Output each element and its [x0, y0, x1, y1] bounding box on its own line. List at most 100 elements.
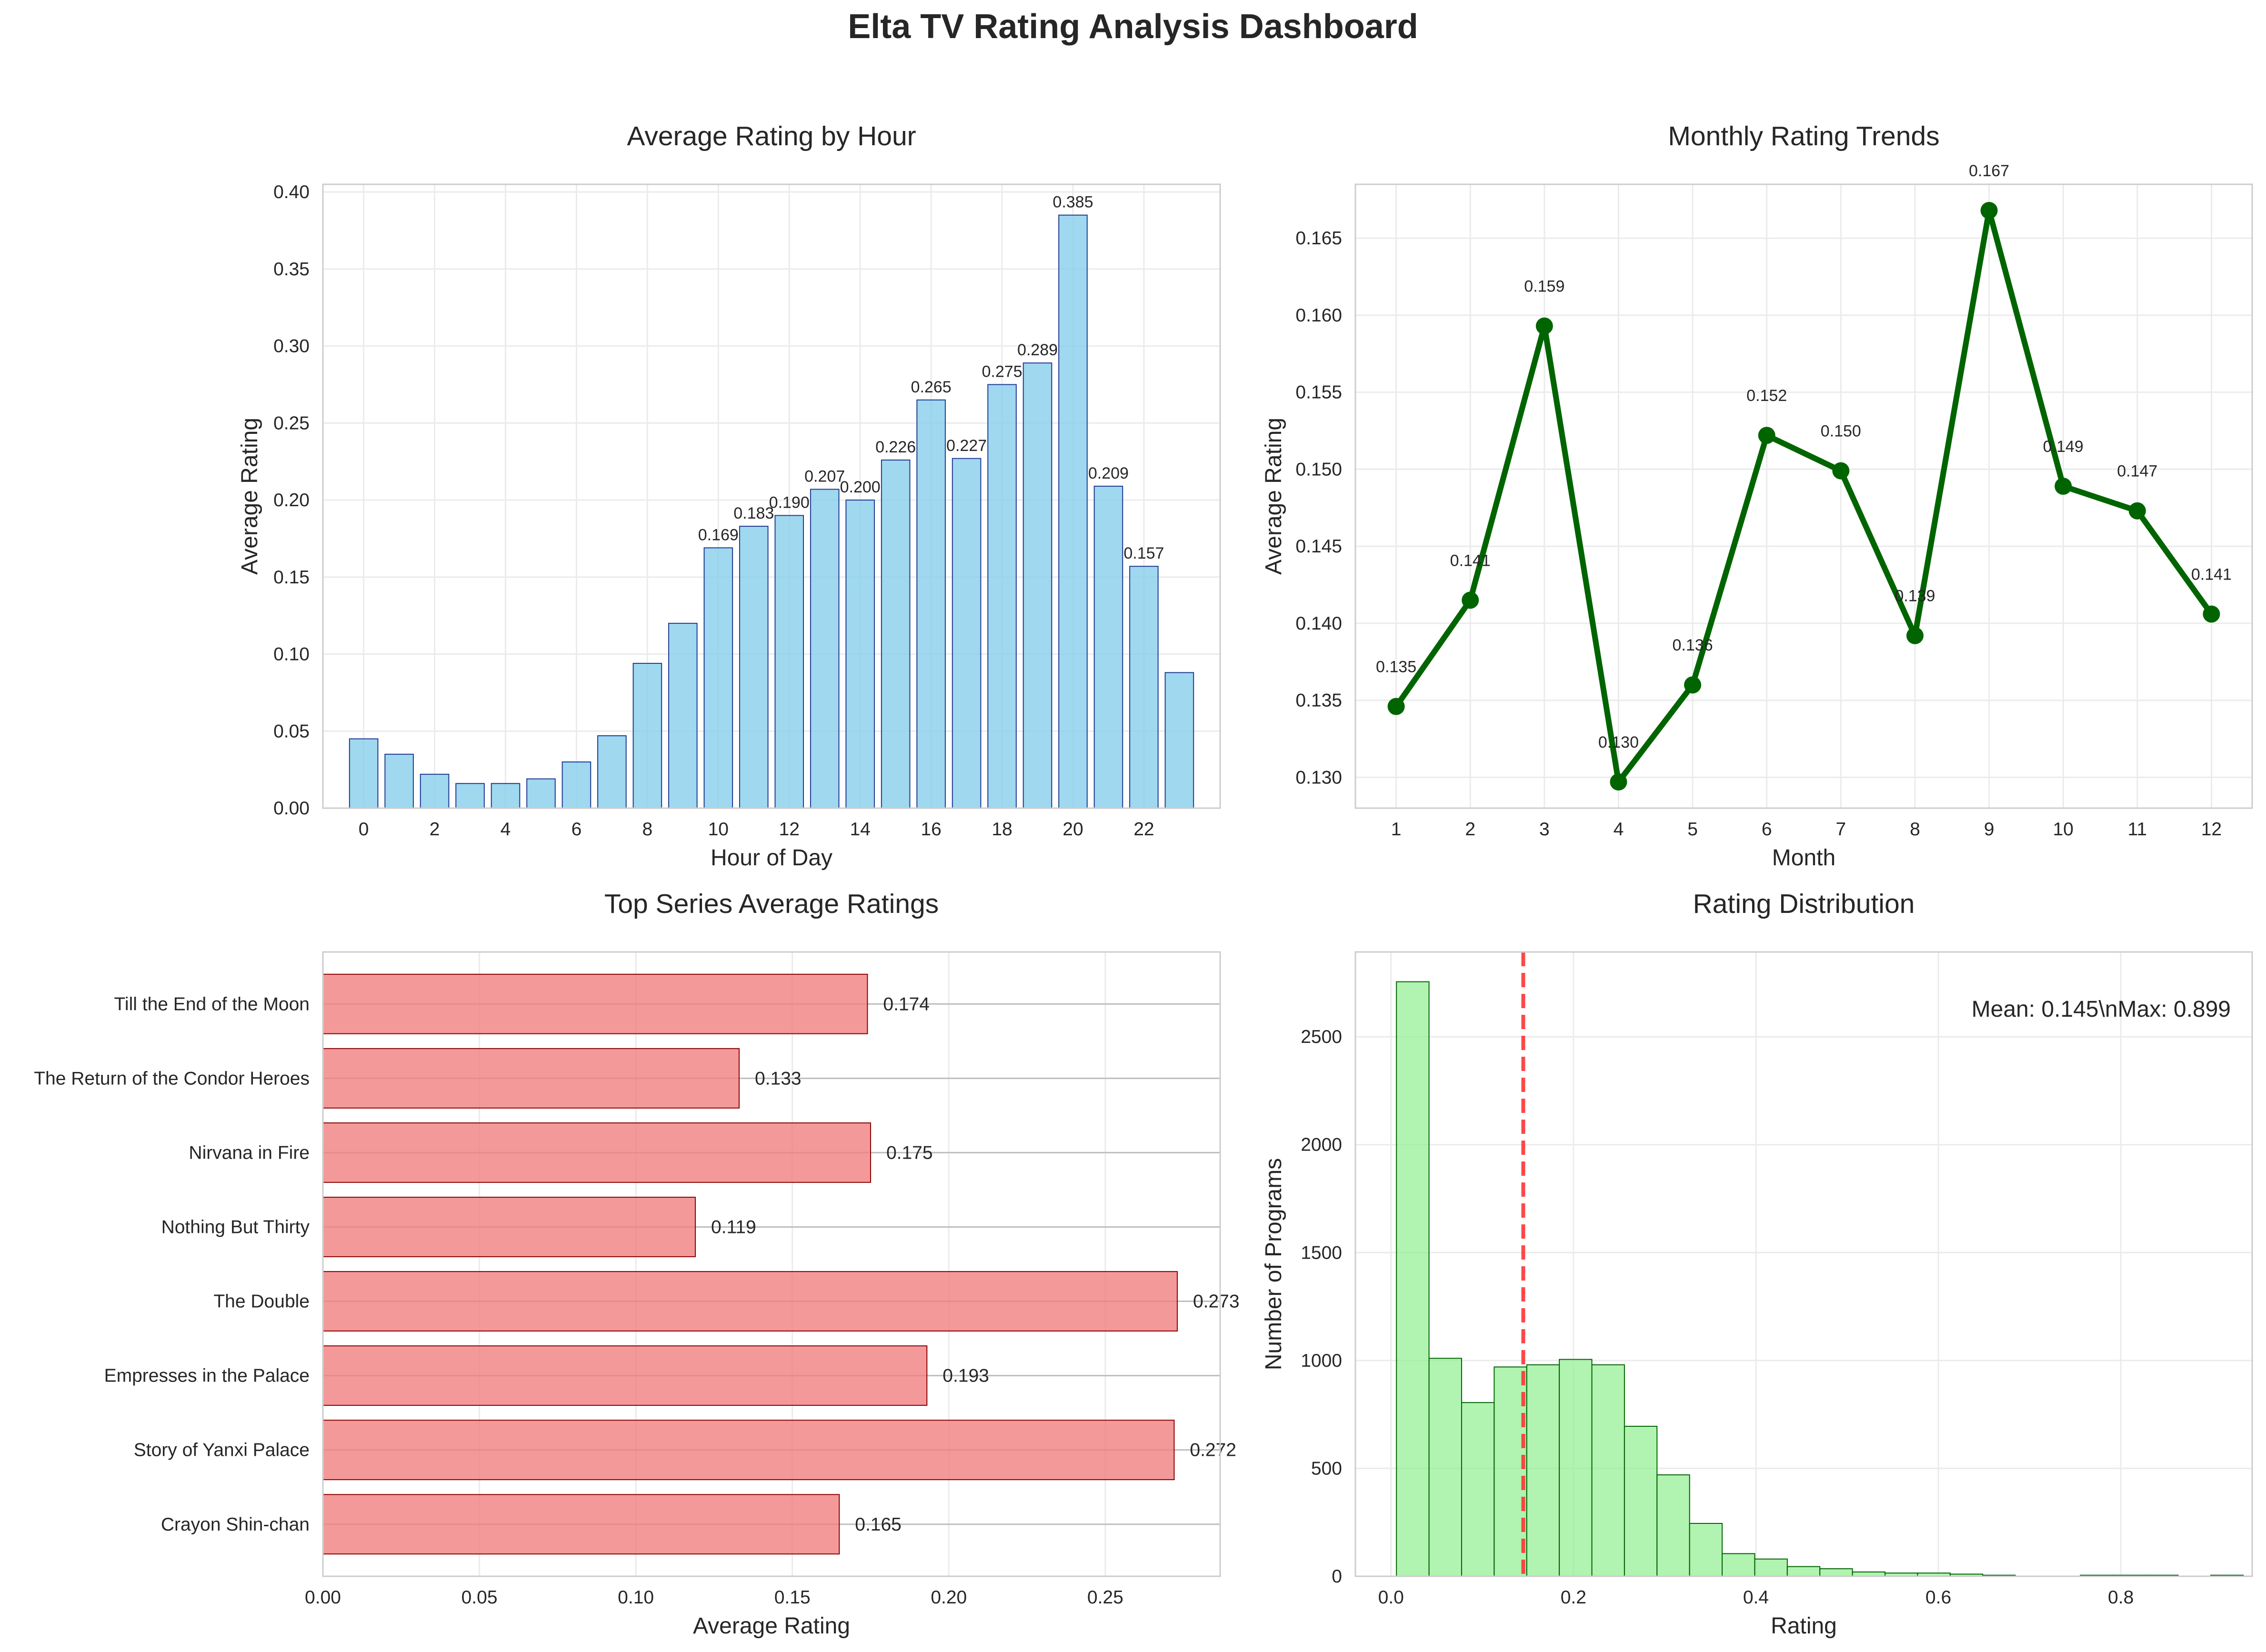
x-tick-label: 10: [708, 819, 729, 840]
hour-bar: [987, 384, 1017, 809]
month-point: [1684, 676, 1702, 694]
bar-value-label: 0.174: [883, 994, 930, 1014]
top-series-panel: 0.00 0.05 0.10 0.15 0.20 0.25 Till the End of …: [34, 889, 1239, 1639]
bar-value-label: 0.183: [733, 504, 774, 522]
hour-bar: [349, 738, 379, 809]
hour-bar: [526, 778, 556, 809]
bar-value-label: 0.207: [804, 467, 845, 485]
point-value-label: 0.136: [1673, 636, 1713, 654]
x-tick-label: 2: [1465, 819, 1475, 840]
hour-bar: [455, 783, 485, 809]
month-point: [1387, 698, 1405, 715]
y-tick-label: 0.10: [273, 644, 310, 665]
series-name-label: Till the End of the Moon: [114, 994, 310, 1014]
bar-value-label: 0.200: [840, 478, 881, 496]
point-value-label: 0.147: [2117, 462, 2157, 481]
x-tick-label: 4: [1614, 819, 1624, 840]
point-value-label: 0.167: [1969, 162, 2009, 180]
series-bar: [322, 973, 868, 1034]
point-value-label: 0.149: [2043, 438, 2084, 456]
series-name-label: The Double: [213, 1292, 310, 1312]
point-value-label: 0.159: [1524, 278, 1564, 296]
histogram-bar: [1559, 1359, 1593, 1577]
plot-border: [1354, 183, 2253, 809]
hour-bar: [1093, 485, 1123, 809]
x-tick-label: 6: [1762, 819, 1772, 840]
series-bar: [322, 1048, 740, 1109]
hour-bar: [597, 735, 627, 809]
hour-bar: [881, 459, 911, 809]
y-tick-label: 0.165: [1295, 228, 1342, 249]
series-name-label: Empresses in the Palace: [104, 1366, 310, 1386]
y-tick-label: 1000: [1301, 1351, 1342, 1371]
month-point: [1535, 317, 1553, 335]
month-point: [1980, 201, 1998, 219]
x-axis-label: Rating: [1771, 1613, 1837, 1639]
x-tick-label: 0.25: [1087, 1587, 1123, 1608]
panel-title: Monthly Rating Trends: [1668, 121, 1939, 151]
x-tick-label: 0.00: [305, 1587, 341, 1608]
y-tick-label: 0.155: [1295, 382, 1342, 403]
histogram-bar: [1591, 1364, 1625, 1577]
bar-value-label: 0.275: [982, 362, 1022, 380]
bar-value-label: 0.209: [1088, 464, 1129, 482]
y-tick-label: 0.25: [273, 413, 310, 433]
y-tick-label: 0.130: [1295, 767, 1342, 788]
plot-border: [322, 183, 1221, 809]
bar-value-label: 0.272: [1190, 1440, 1236, 1461]
hour-bar: [703, 547, 733, 809]
hour-bar: [668, 622, 698, 809]
y-tick-label: 0.160: [1295, 305, 1342, 326]
y-tick-label: 0: [1332, 1566, 1342, 1587]
series-name-label: Story of Yanxi Palace: [134, 1440, 310, 1461]
hour-bar: [1129, 566, 1159, 809]
bar-value-label: 0.289: [1017, 341, 1058, 359]
y-tick-label: 0.135: [1295, 691, 1342, 711]
histogram-bar: [1461, 1402, 1495, 1577]
series-name-label: Crayon Shin-chan: [161, 1514, 310, 1535]
x-tick-label: 0.4: [1743, 1587, 1769, 1608]
x-tick-label: 0.10: [618, 1587, 654, 1608]
y-tick-label: 0.15: [273, 567, 310, 588]
histogram-bar: [1428, 1358, 1462, 1577]
series-bar: [322, 1122, 871, 1183]
bar-value-label: 0.273: [1193, 1292, 1240, 1312]
x-tick-label: 6: [572, 819, 582, 840]
x-axis-label: Hour of Day: [711, 845, 832, 871]
y-tick-label: 0.30: [273, 336, 310, 357]
histogram-bar: [1624, 1426, 1658, 1577]
point-value-label: 0.150: [1821, 422, 1861, 441]
x-tick-label: 0.8: [2108, 1587, 2134, 1608]
series-bar: [322, 1420, 1175, 1481]
bar-value-label: 0.119: [711, 1217, 756, 1237]
series-bar: [322, 1271, 1178, 1332]
x-axis-label: Average Rating: [693, 1613, 850, 1639]
x-tick-label: 0.05: [461, 1587, 498, 1608]
y-axis-label: Number of Programs: [1261, 1158, 1286, 1370]
bar-value-label: 0.227: [946, 437, 987, 455]
histogram-bar: [1494, 1366, 1527, 1577]
stats-annotation: Mean: 0.145\nMax: 0.899: [1972, 997, 2231, 1022]
hour-bar: [1023, 362, 1053, 809]
histogram-bar: [1656, 1474, 1690, 1577]
histogram-bar: [1754, 1558, 1788, 1577]
plot-area: [1354, 183, 2253, 809]
x-tick-label: 2: [430, 819, 440, 840]
x-tick-label: 14: [850, 819, 870, 840]
y-tick-label: 500: [1311, 1458, 1342, 1479]
bar-value-label: 0.193: [942, 1366, 989, 1386]
x-tick-label: 12: [779, 819, 800, 840]
x-tick-label: 12: [2201, 819, 2222, 840]
series-bar: [322, 1345, 928, 1406]
x-tick-label: 22: [1133, 819, 1154, 840]
bar-value-label: 0.169: [698, 526, 739, 544]
x-tick-label: 16: [921, 819, 941, 840]
panel-title: Average Rating by Hour: [627, 121, 916, 151]
x-tick-label: 9: [1984, 819, 1995, 840]
y-tick-label: 0.35: [273, 259, 310, 280]
bar-value-label: 0.133: [755, 1068, 802, 1089]
dashboard-title: Elta TV Rating Analysis Dashboard: [848, 8, 1418, 46]
month-point: [2055, 477, 2072, 495]
y-tick-label: 0.40: [273, 182, 310, 202]
